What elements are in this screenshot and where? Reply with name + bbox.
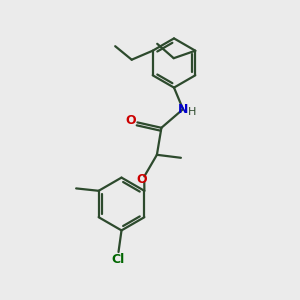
Text: O: O	[125, 114, 136, 127]
Text: O: O	[136, 173, 147, 186]
Text: Cl: Cl	[112, 253, 125, 266]
Text: N: N	[178, 103, 188, 116]
Text: H: H	[188, 107, 196, 117]
